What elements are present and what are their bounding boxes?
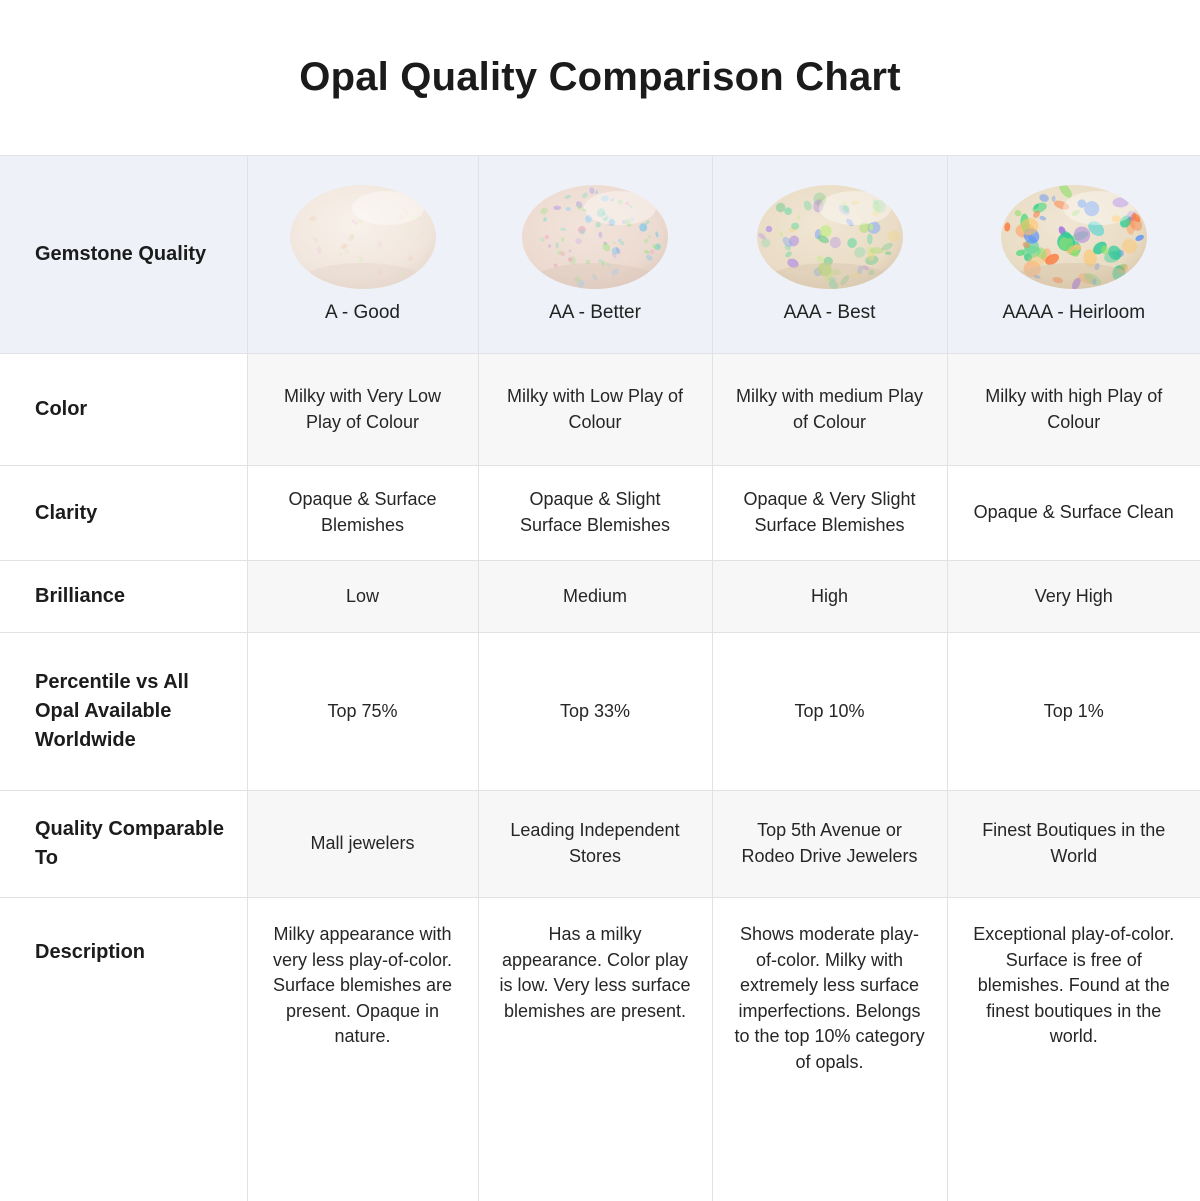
- table-row-clarity: Clarity Opaque & Surface Blemishes Opaqu…: [0, 465, 1200, 561]
- brilliance-value-aa: Medium: [477, 560, 713, 633]
- brilliance-value-aaaa: Very High: [946, 560, 1200, 633]
- color-value-aaa: Milky with medium Play of Colour: [711, 353, 948, 466]
- grade-cell-aa: AA - Better: [477, 155, 713, 354]
- color-value-aaaa: Milky with high Play of Colour: [946, 353, 1200, 466]
- percentile-value-aaa: Top 10%: [711, 632, 948, 791]
- brilliance-value-a: Low: [246, 560, 479, 633]
- table-row-description: Description Milky appearance with very l…: [0, 897, 1200, 1201]
- table-row-comparable: Quality Comparable To Mall jewelers Lead…: [0, 790, 1200, 898]
- opal-comparison-table: Gemstone Quality A - Good AA - Better AA…: [0, 155, 1200, 1201]
- grade-label: A - Good: [325, 301, 400, 323]
- color-value-a: Milky with Very Low Play of Colour: [246, 353, 479, 466]
- clarity-value-a: Opaque & Surface Blemishes: [246, 465, 479, 561]
- brilliance-value-aaa: High: [711, 560, 948, 633]
- row-label-color: Color: [0, 353, 248, 466]
- opal-box: A - Good: [268, 183, 458, 327]
- opal-image-aaa-best: [755, 183, 905, 291]
- grade-label: AA - Better: [549, 301, 641, 323]
- description-value-aa: Has a milky appearance. Color play is lo…: [477, 897, 713, 1201]
- opal-image-aaaa-heirloom: [999, 183, 1149, 291]
- clarity-value-aaa: Opaque & Very Slight Surface Blemishes: [711, 465, 948, 561]
- opal-box: AAA - Best: [733, 183, 927, 327]
- description-value-aaaa: Exceptional play-of-color. Surface is fr…: [946, 897, 1200, 1201]
- description-value-aaa: Shows moderate play-of-color. Milky with…: [711, 897, 948, 1201]
- percentile-value-aaaa: Top 1%: [946, 632, 1200, 791]
- comparable-value-aaaa: Finest Boutiques in the World: [946, 790, 1200, 898]
- comparable-value-aa: Leading Independent Stores: [477, 790, 713, 898]
- opal-image-a-good: [288, 183, 438, 291]
- opal-box: AAAA - Heirloom: [968, 183, 1181, 327]
- opal-box: AA - Better: [499, 183, 692, 327]
- clarity-value-aaaa: Opaque & Surface Clean: [946, 465, 1200, 561]
- grade-label: AAA - Best: [783, 301, 876, 323]
- row-label-comparable: Quality Comparable To: [0, 790, 248, 898]
- percentile-value-a: Top 75%: [246, 632, 479, 791]
- table-row-color: Color Milky with Very Low Play of Colour…: [0, 353, 1200, 466]
- grade-cell-aaa: AAA - Best: [711, 155, 948, 354]
- comparable-value-aaa: Top 5th Avenue or Rodeo Drive Jewelers: [711, 790, 948, 898]
- row-label-gemstone-quality: Gemstone Quality: [0, 155, 248, 354]
- comparable-value-a: Mall jewelers: [246, 790, 479, 898]
- page-header: Opal Quality Comparison Chart: [0, 0, 1200, 155]
- table-row-gemstone-quality: Gemstone Quality A - Good AA - Better AA…: [0, 155, 1200, 354]
- row-label-brilliance: Brilliance: [0, 560, 248, 633]
- color-value-aa: Milky with Low Play of Colour: [477, 353, 713, 466]
- percentile-value-aa: Top 33%: [477, 632, 713, 791]
- grade-label: AAAA - Heirloom: [1002, 301, 1146, 323]
- table-row-percentile: Percentile vs All Opal Available Worldwi…: [0, 632, 1200, 791]
- description-value-a: Milky appearance with very less play-of-…: [246, 897, 479, 1201]
- grade-cell-aaaa: AAAA - Heirloom: [946, 155, 1200, 354]
- row-label-description: Description: [0, 897, 248, 1201]
- grade-cell-a: A - Good: [246, 155, 479, 354]
- table-row-brilliance: Brilliance Low Medium High Very High: [0, 560, 1200, 633]
- row-label-clarity: Clarity: [0, 465, 248, 561]
- row-label-percentile: Percentile vs All Opal Available Worldwi…: [0, 632, 248, 791]
- page-title: Opal Quality Comparison Chart: [299, 55, 901, 99]
- clarity-value-aa: Opaque & Slight Surface Blemishes: [477, 465, 713, 561]
- opal-image-aa-better: [520, 183, 670, 291]
